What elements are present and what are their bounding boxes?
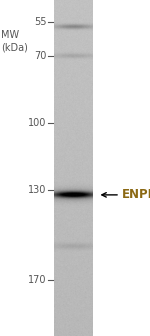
Text: 130: 130 (28, 185, 46, 196)
Text: MW
(kDa): MW (kDa) (2, 30, 28, 53)
Text: ENPP1: ENPP1 (122, 188, 150, 201)
Text: 55: 55 (34, 17, 46, 28)
Text: 70: 70 (34, 51, 46, 61)
Text: 170: 170 (28, 275, 46, 285)
Text: 100: 100 (28, 118, 46, 128)
